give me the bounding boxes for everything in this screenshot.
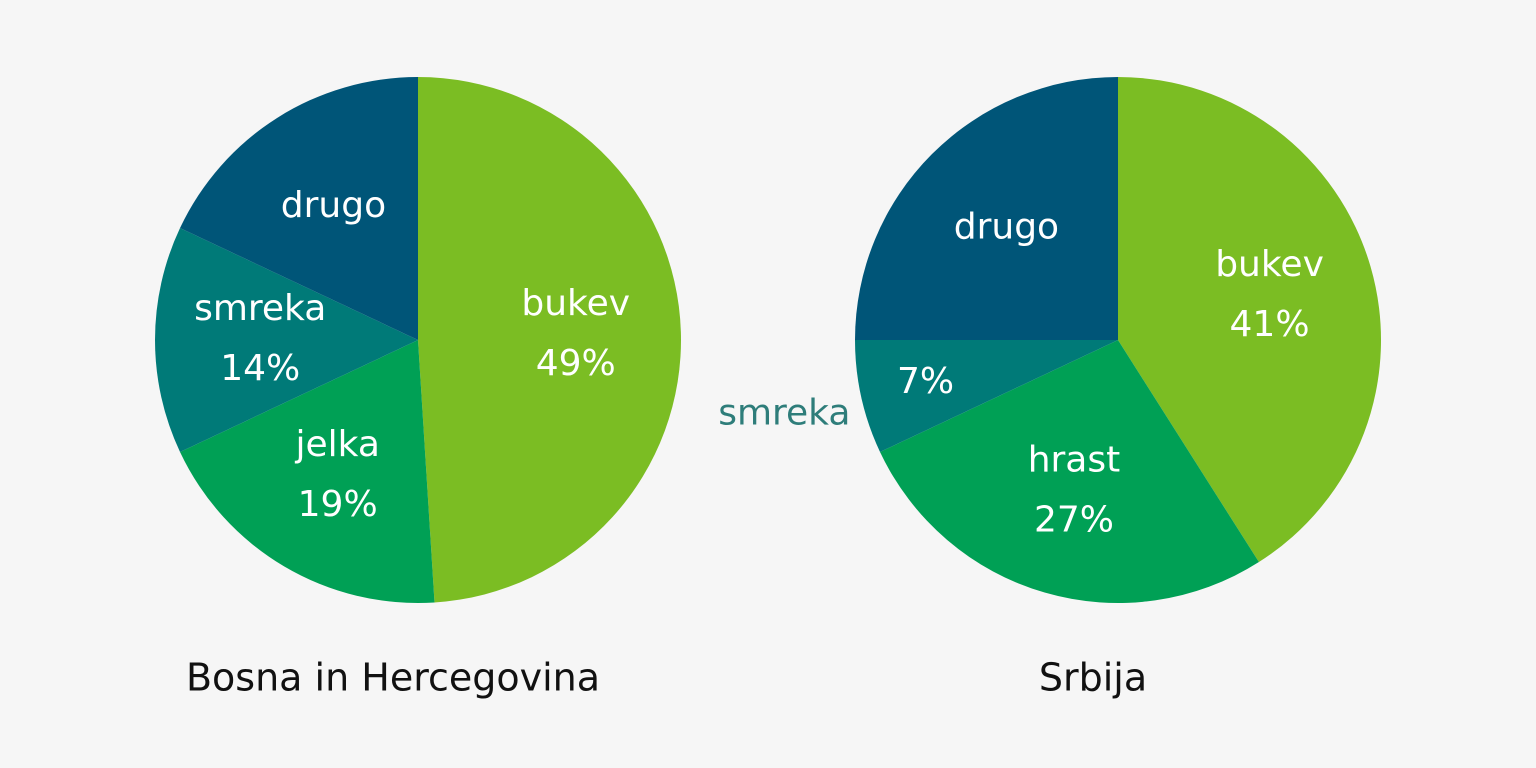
pie-slice: [1118, 77, 1382, 563]
slice-label: smreka: [194, 288, 326, 329]
value-label: 7%: [897, 361, 954, 402]
value-label: 41%: [1230, 304, 1310, 345]
slice-label: drugo: [954, 206, 1059, 247]
chart-title: Srbija: [1039, 656, 1147, 700]
pie-slice: [155, 228, 418, 452]
value-label: 19%: [298, 484, 378, 525]
slice-label: bukev: [521, 283, 630, 324]
pie-slice: [880, 340, 1259, 603]
value-label: 27%: [1034, 500, 1114, 541]
value-label: 14%: [220, 348, 300, 389]
pie-slice: [180, 340, 435, 603]
slice-label: hrast: [1028, 440, 1121, 481]
pie-slice: [180, 77, 418, 340]
slice-label: drugo: [281, 185, 386, 226]
value-label: 49%: [536, 343, 616, 384]
slice-label: jelka: [294, 424, 379, 465]
slice-label: bukev: [1215, 244, 1324, 285]
chart-title: Bosna in Hercegovina: [186, 656, 600, 700]
pie-slice: [855, 77, 1118, 340]
pie-slice: [418, 77, 681, 603]
pie-slice: [855, 340, 1118, 452]
slice-label: smreka: [718, 393, 850, 434]
